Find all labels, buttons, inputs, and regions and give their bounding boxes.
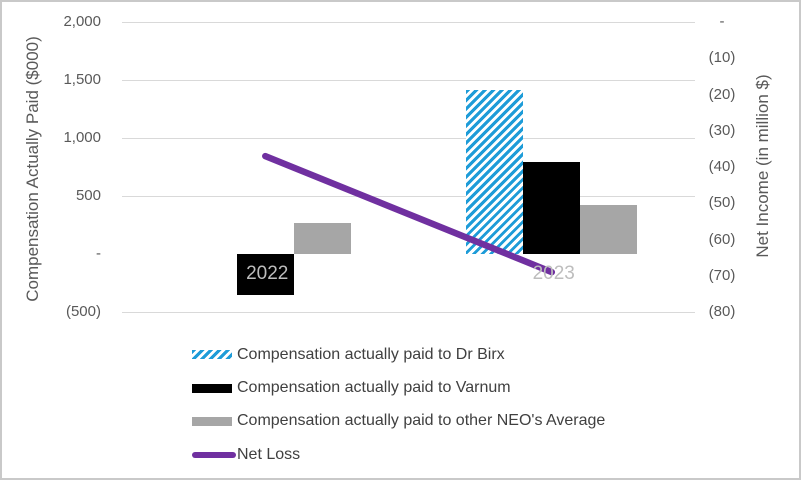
gridline [122,79,695,81]
right-axis-tick-label: (30) [708,121,736,139]
left-axis-tick-label: (500) [65,303,101,320]
gridline [122,311,695,313]
right-axis-title: Net Income (in million $) [753,74,772,258]
right-axis-tick-label: (60) [708,230,736,248]
left-axis-tick-label: 2,000 [63,13,101,30]
legend-label-neo-average: Compensation actually paid to other NEO'… [237,412,606,430]
legend-label-varnum: Compensation actually paid to Varnum [237,379,511,397]
birx-hatched-swatch-icon [192,350,232,360]
varnum-black-swatch-icon [192,383,232,393]
gridline [122,21,695,23]
right-axis-tick-label: (50) [708,194,736,212]
bar-black-2023 [523,162,581,254]
gridline [122,195,695,197]
category-label-2023: 2023 [532,263,575,284]
right-axis-tick-label: (40) [708,158,736,175]
legend-item-neo-average: Compensation actually paid to other NEO'… [192,405,605,438]
bar-hatch-2023 [466,90,524,254]
neo-average-gray-swatch-icon [192,416,232,426]
bar-gray-2023 [580,205,638,254]
legend-label-net-loss: Net Loss [237,445,301,463]
legend-label-birx: Compensation actually paid to Dr Birx [237,345,505,363]
gridline [122,137,695,139]
right-axis-tick-label: (80) [708,303,736,320]
right-axis-tick-label: (70) [708,266,736,284]
bar-gray-2022 [293,222,351,254]
right-axis-tick-label: (20) [708,85,736,103]
right-axis-tick-label: - [719,13,725,30]
left-axis-title: Compensation Actually Paid ($000) [23,36,42,302]
category-label-2022: 2022 [246,263,289,284]
legend-item-varnum: Compensation actually paid to Varnum [192,371,605,404]
legend-item-birx: Compensation actually paid to Dr Birx [192,338,605,371]
legend-item-net-loss: Net Loss [192,438,605,471]
left-axis-tick-label: 500 [75,187,101,204]
legend: Compensation actually paid to Dr Birx Co… [192,338,605,472]
right-axis-tick-label: (10) [708,49,736,67]
left-axis-tick-label: - [96,245,101,262]
left-axis-tick-label: 1,500 [63,71,101,88]
left-axis-tick-label: 1,000 [63,129,101,146]
net-loss-line-swatch-icon [192,451,236,459]
